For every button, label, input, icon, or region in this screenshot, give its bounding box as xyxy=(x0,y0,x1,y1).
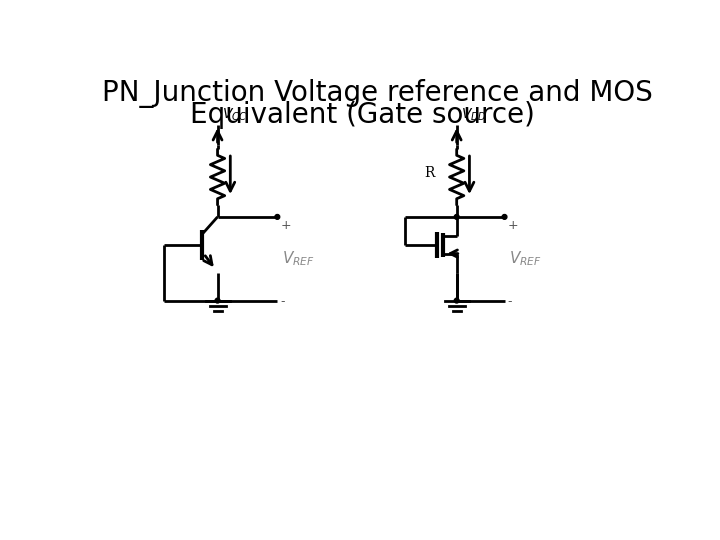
Circle shape xyxy=(454,214,459,219)
Text: $V_{REF}$: $V_{REF}$ xyxy=(282,249,315,268)
Text: R: R xyxy=(424,166,435,180)
Circle shape xyxy=(454,298,459,303)
Text: Equivalent (Gate source): Equivalent (Gate source) xyxy=(189,102,534,129)
Text: $V_{CC}$: $V_{CC}$ xyxy=(222,107,248,123)
Text: -: - xyxy=(281,295,285,308)
Text: +: + xyxy=(508,219,518,232)
Text: PN_Junction Voltage reference and MOS: PN_Junction Voltage reference and MOS xyxy=(102,79,653,109)
Text: +: + xyxy=(281,219,291,232)
Text: $V_{REF}$: $V_{REF}$ xyxy=(509,249,542,268)
Text: -: - xyxy=(508,295,512,308)
Circle shape xyxy=(275,214,279,219)
Text: $V_{DD}$: $V_{DD}$ xyxy=(462,107,487,123)
Circle shape xyxy=(502,214,507,219)
Circle shape xyxy=(215,298,220,303)
